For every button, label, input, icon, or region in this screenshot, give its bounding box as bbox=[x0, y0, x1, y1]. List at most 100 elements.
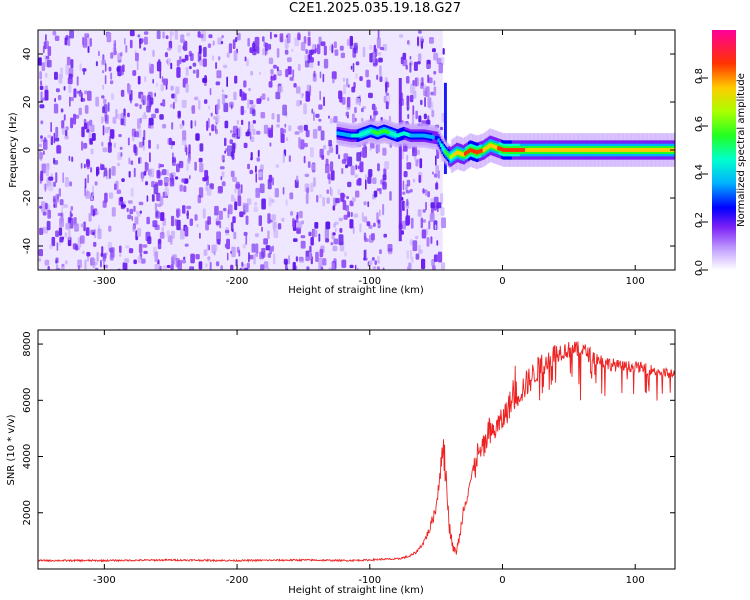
noise-speck bbox=[215, 241, 218, 252]
noise-speck bbox=[53, 181, 56, 187]
noise-speck bbox=[82, 68, 87, 72]
noise-speck bbox=[354, 174, 358, 178]
noise-speck bbox=[341, 97, 346, 105]
noise-speck bbox=[234, 188, 237, 194]
noise-speck bbox=[68, 84, 72, 94]
noise-speck bbox=[101, 117, 105, 122]
noise-speck bbox=[342, 77, 346, 82]
spectrogram-y-axis: -40 -20 0 20 40 bbox=[22, 48, 675, 254]
signal-band bbox=[600, 148, 603, 152]
signal-band bbox=[422, 133, 426, 138]
noise-speck bbox=[120, 89, 125, 97]
noise-speck bbox=[288, 155, 291, 162]
noise-speck bbox=[111, 207, 116, 217]
noise-speck bbox=[104, 63, 107, 72]
noise-speck bbox=[357, 267, 359, 270]
noise-speck bbox=[251, 243, 256, 253]
signal-band bbox=[360, 132, 363, 136]
noise-speck bbox=[317, 43, 321, 55]
noise-speck bbox=[221, 154, 225, 161]
noise-speck bbox=[374, 260, 377, 265]
noise-speck bbox=[254, 36, 260, 47]
noise-speck bbox=[216, 239, 221, 244]
noise-speck bbox=[56, 145, 62, 154]
noise-speck bbox=[441, 217, 446, 229]
noise-speck bbox=[235, 36, 238, 43]
noise-speck bbox=[109, 129, 115, 138]
noise-speck bbox=[156, 30, 161, 40]
noise-speck bbox=[174, 218, 177, 226]
noise-speck bbox=[351, 86, 356, 93]
noise-speck bbox=[194, 161, 197, 171]
signal-band bbox=[343, 132, 346, 137]
signal-band bbox=[560, 148, 564, 152]
noise-speck bbox=[216, 103, 219, 114]
noise-speck bbox=[309, 57, 314, 63]
noise-speck bbox=[153, 184, 159, 195]
noise-speck bbox=[127, 84, 131, 95]
noise-speck bbox=[418, 115, 422, 123]
noise-speck bbox=[221, 35, 224, 39]
noise-speck bbox=[434, 224, 437, 230]
signal-band bbox=[437, 138, 440, 143]
noise-speck bbox=[191, 105, 196, 114]
noise-speck bbox=[274, 188, 279, 198]
noise-speck bbox=[281, 217, 285, 222]
noise-speck bbox=[371, 257, 375, 261]
signal-band bbox=[586, 148, 589, 152]
noise-speck bbox=[310, 147, 314, 158]
noise-speck bbox=[255, 165, 257, 173]
noise-speck bbox=[84, 90, 88, 95]
noise-speck bbox=[102, 70, 105, 74]
noise-speck bbox=[404, 202, 406, 209]
noise-speck bbox=[299, 139, 305, 150]
noise-speck bbox=[320, 41, 326, 47]
noise-speck bbox=[141, 258, 146, 264]
noise-speck bbox=[260, 112, 266, 119]
snr-y-label: SNR (10 * v/v) bbox=[6, 414, 17, 485]
noise-speck bbox=[413, 61, 418, 71]
noise-speck bbox=[207, 256, 211, 262]
signal-band bbox=[591, 148, 594, 152]
noise-speck bbox=[79, 235, 85, 244]
noise-speck bbox=[237, 188, 241, 198]
signal-band bbox=[388, 130, 391, 135]
noise-speck bbox=[415, 253, 420, 260]
noise-speck bbox=[282, 154, 285, 163]
noise-speck bbox=[181, 259, 186, 264]
noise-speck bbox=[300, 93, 304, 99]
noise-speck bbox=[166, 264, 171, 269]
noise-speck bbox=[127, 137, 130, 146]
noise-speck bbox=[249, 169, 254, 175]
noise-speck bbox=[204, 99, 208, 104]
noise-speck bbox=[151, 113, 156, 119]
signal-band bbox=[527, 148, 530, 152]
noise-speck bbox=[385, 92, 390, 96]
noise-speck bbox=[364, 236, 367, 243]
noise-speck bbox=[141, 38, 144, 43]
noise-speck bbox=[432, 48, 436, 53]
noise-speck bbox=[423, 84, 426, 91]
signal-band bbox=[588, 148, 591, 152]
noise-speck bbox=[209, 132, 211, 136]
signal-band bbox=[345, 133, 349, 137]
signal-band bbox=[611, 148, 614, 152]
noise-speck bbox=[382, 147, 387, 156]
noise-speck bbox=[230, 264, 234, 270]
signal-band bbox=[341, 132, 345, 136]
noise-speck bbox=[248, 100, 254, 105]
noise-speck bbox=[275, 164, 280, 168]
noise-speck bbox=[138, 201, 144, 206]
noise-speck bbox=[207, 216, 211, 225]
noise-speck bbox=[410, 83, 416, 94]
noise-speck bbox=[439, 126, 443, 131]
noise-speck bbox=[211, 55, 215, 61]
noise-speck bbox=[418, 174, 421, 183]
signal-band bbox=[483, 147, 487, 151]
signal-band bbox=[432, 135, 435, 140]
noise-speck bbox=[186, 32, 191, 37]
noise-speck bbox=[145, 181, 148, 186]
signal-band bbox=[359, 132, 362, 137]
noise-speck bbox=[117, 152, 122, 161]
signal-band bbox=[653, 148, 656, 152]
